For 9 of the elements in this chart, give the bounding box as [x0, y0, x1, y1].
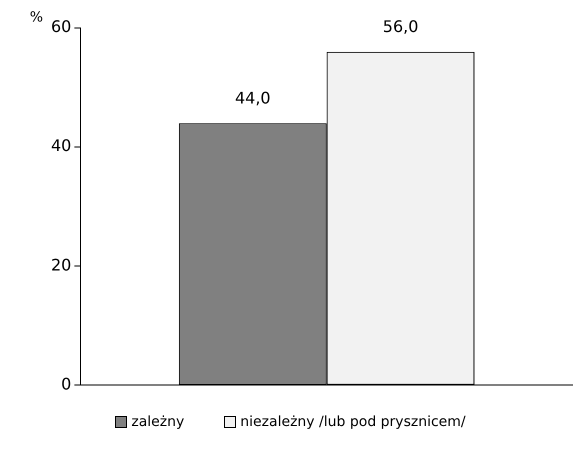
text: niezależny /lub pod prysznicem/: [240, 414, 466, 430]
y-tick-label: 0: [61, 374, 72, 394]
data-label: 44,0: [234, 88, 271, 108]
data-label: 56,0: [382, 16, 418, 36]
y-tick-label: 60: [51, 17, 72, 36]
y-tick-label: 20: [51, 255, 72, 274]
y-axis-title: %: [30, 10, 43, 26]
legend-label: zależny: [131, 414, 184, 430]
y-tick-label: 40: [51, 136, 72, 156]
